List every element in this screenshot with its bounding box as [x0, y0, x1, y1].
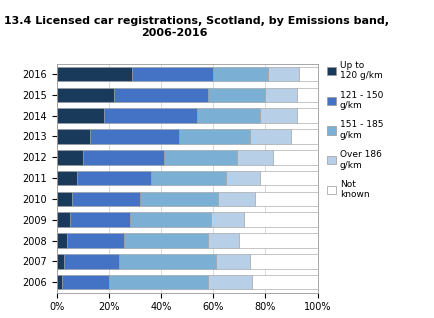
Bar: [249, 254, 317, 269]
Bar: [236, 150, 273, 164]
Text: Figure 13.4 Licensed car registrations, Scotland, by Emissions band,
2006-2016: Figure 13.4 Licensed car registrations, …: [0, 16, 388, 38]
Bar: [249, 129, 291, 144]
Bar: [267, 67, 299, 81]
Bar: [103, 108, 197, 123]
Bar: [299, 67, 317, 81]
Bar: [150, 171, 226, 185]
Bar: [207, 275, 252, 289]
Bar: [64, 254, 119, 269]
Bar: [273, 150, 317, 164]
Bar: [215, 254, 249, 269]
Bar: [265, 87, 296, 102]
Bar: [56, 192, 72, 206]
Bar: [56, 254, 64, 269]
Bar: [254, 192, 317, 206]
Bar: [296, 87, 317, 102]
Bar: [72, 192, 140, 206]
Bar: [108, 275, 207, 289]
Bar: [119, 254, 215, 269]
Bar: [252, 275, 317, 289]
Bar: [90, 129, 179, 144]
Bar: [56, 129, 90, 144]
Bar: [124, 233, 207, 248]
Bar: [260, 171, 317, 185]
Bar: [244, 212, 317, 227]
Bar: [197, 108, 260, 123]
Bar: [260, 108, 296, 123]
Bar: [56, 212, 69, 227]
Bar: [218, 192, 254, 206]
Bar: [226, 171, 260, 185]
Bar: [67, 233, 124, 248]
Bar: [291, 129, 317, 144]
Bar: [56, 233, 67, 248]
Bar: [296, 108, 317, 123]
Bar: [132, 67, 213, 81]
Bar: [207, 233, 239, 248]
Bar: [56, 87, 114, 102]
Bar: [140, 192, 218, 206]
Legend: Up to
120 g/km, 121 - 150
g/km, 151 - 185
g/km, Over 186
g/km, Not
known: Up to 120 g/km, 121 - 150 g/km, 151 - 18…: [325, 59, 384, 201]
Bar: [77, 171, 150, 185]
Bar: [207, 87, 265, 102]
Bar: [179, 129, 249, 144]
Bar: [213, 67, 267, 81]
Bar: [56, 171, 77, 185]
Bar: [163, 150, 236, 164]
Bar: [129, 212, 210, 227]
Bar: [114, 87, 207, 102]
Bar: [56, 275, 62, 289]
Bar: [56, 67, 132, 81]
Bar: [56, 150, 82, 164]
Bar: [239, 233, 317, 248]
Bar: [62, 275, 108, 289]
Bar: [69, 212, 129, 227]
Bar: [56, 108, 103, 123]
Bar: [82, 150, 163, 164]
Bar: [210, 212, 244, 227]
